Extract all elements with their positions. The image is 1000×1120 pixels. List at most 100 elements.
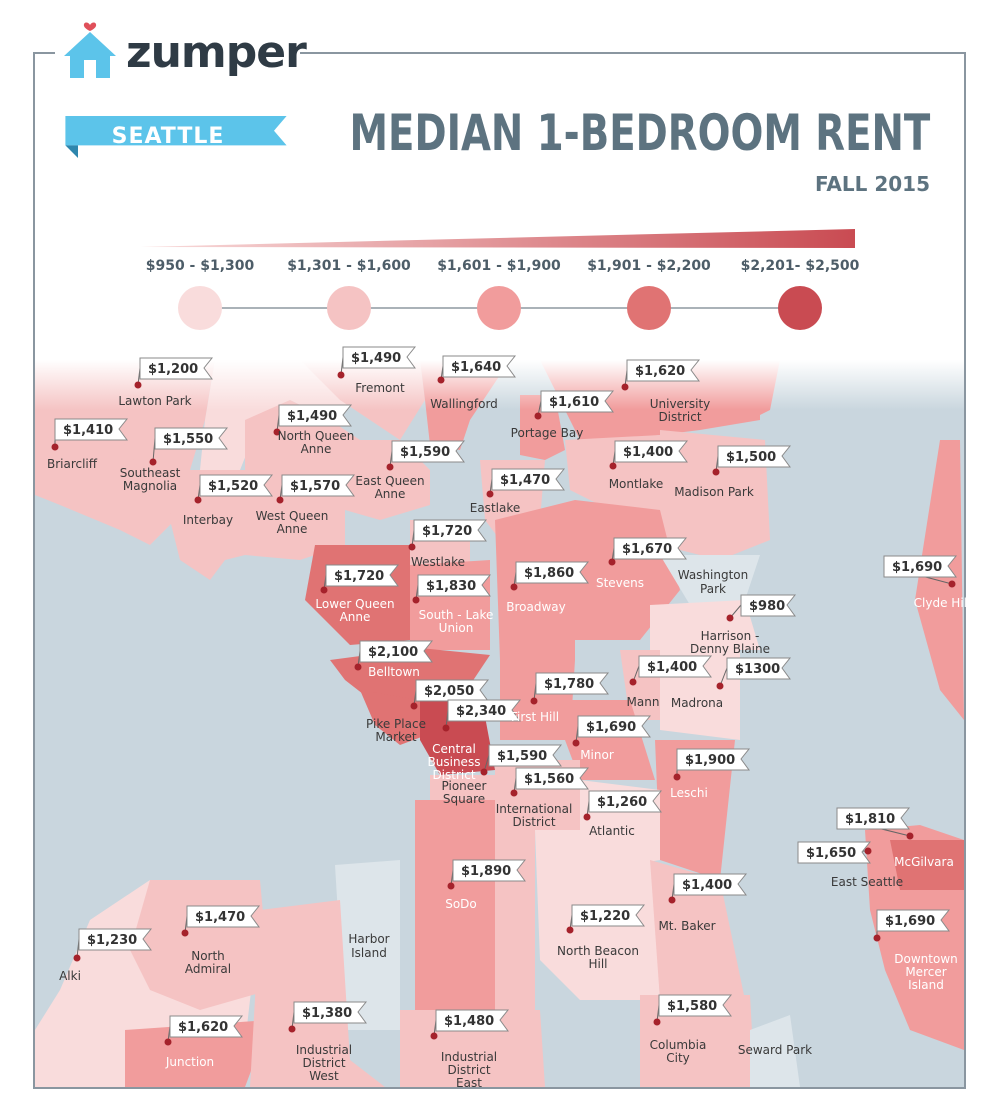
neighborhood-name: Westlake xyxy=(411,555,465,569)
legend-graphic xyxy=(140,229,855,330)
brand-logo[interactable]: zumper xyxy=(60,22,307,82)
price-flag[interactable]: $1,900 xyxy=(673,748,751,781)
price-flag[interactable]: $1,590 xyxy=(480,744,563,776)
price-flag[interactable]: $1,470 xyxy=(486,468,566,498)
neighborhood-name: Mann xyxy=(627,695,660,709)
neighborhood-name: Pioneer xyxy=(442,779,487,793)
neighborhood-name: East xyxy=(456,1076,482,1090)
neighborhood-name: Island xyxy=(908,978,944,992)
flag-shape xyxy=(293,1001,368,1024)
price-flag[interactable]: $1,590 xyxy=(386,440,466,471)
area-clyde-hill xyxy=(915,440,964,720)
pin-dot xyxy=(408,543,416,551)
neighborhood-name: Briarcliff xyxy=(47,457,98,471)
flag-shape xyxy=(391,440,466,463)
flag-shape xyxy=(571,904,646,927)
price-flag[interactable]: $1,220 xyxy=(566,904,646,934)
price-flag[interactable]: $1,490 xyxy=(273,404,353,436)
price-flag[interactable]: $1,200 xyxy=(134,357,214,389)
price-flag[interactable]: $1,690 xyxy=(873,909,951,942)
area-industrial-district-west xyxy=(250,900,385,1087)
price-flag[interactable]: $1,690 xyxy=(883,555,958,588)
price-label: $1,900 xyxy=(685,753,735,768)
price-flag[interactable]: $1,520 xyxy=(194,474,274,504)
price-flag[interactable]: $1,620 xyxy=(621,359,701,391)
price-flag[interactable]: $980 xyxy=(726,594,797,622)
price-flag[interactable]: $2,050 xyxy=(410,679,490,710)
price-flag[interactable]: $1,780 xyxy=(530,672,610,705)
pin-dot xyxy=(629,678,637,686)
area-briarcliff xyxy=(35,420,140,510)
price-flag[interactable]: $1,380 xyxy=(288,1001,368,1033)
price-flag[interactable]: $1,890 xyxy=(447,859,527,890)
neighborhood-name: Business xyxy=(428,755,481,769)
neighborhood-name: West Queen xyxy=(256,509,329,523)
flag-shape xyxy=(447,699,522,722)
price-flag[interactable]: $1,650 xyxy=(797,841,872,864)
price-flag[interactable]: $1,230 xyxy=(73,928,153,962)
page-title: MEDIAN 1-BEDROOM RENT xyxy=(349,104,930,162)
price-flag[interactable]: $2,340 xyxy=(442,699,522,732)
legend-swatch-2 xyxy=(327,286,371,330)
price-label: $1,690 xyxy=(892,560,942,575)
city-label: SEATTLE xyxy=(111,124,225,149)
price-flag[interactable]: $1,860 xyxy=(510,561,590,591)
price-flag[interactable]: $1,490 xyxy=(337,346,417,379)
price-flag[interactable]: $1,560 xyxy=(510,767,590,797)
price-label: $1,580 xyxy=(667,999,717,1014)
price-label: $1,670 xyxy=(622,542,672,557)
neighborhood-name: University xyxy=(650,397,711,411)
price-flag[interactable]: $1,400 xyxy=(668,873,748,904)
price-flag[interactable]: $1,410 xyxy=(51,418,129,451)
flag-shape xyxy=(417,574,492,597)
price-flag[interactable]: $1,610 xyxy=(534,390,615,420)
price-label: $1,590 xyxy=(400,445,450,460)
price-flag[interactable]: $1,690 xyxy=(572,715,652,747)
neighborhood-name: Central xyxy=(432,742,476,756)
price-flag[interactable]: $1,580 xyxy=(653,994,733,1026)
price-flag[interactable]: $1,720 xyxy=(408,519,488,551)
price-label: $1,830 xyxy=(426,579,476,594)
neighborhood-name: East Seattle xyxy=(831,875,903,889)
price-flag[interactable]: $1,640 xyxy=(437,355,517,384)
price-label: $1,220 xyxy=(580,909,630,924)
pin-dot xyxy=(273,428,281,436)
price-flag[interactable]: $1,670 xyxy=(608,537,688,566)
price-label: $1,780 xyxy=(544,677,594,692)
price-flag[interactable]: $1,550 xyxy=(149,427,229,466)
price-flag[interactable]: $1,470 xyxy=(181,905,261,937)
price-label: $1300 xyxy=(735,662,780,677)
pin-dot xyxy=(354,663,362,671)
neighborhood-name: Mt. Baker xyxy=(658,919,715,933)
price-flag[interactable]: $1,810 xyxy=(836,807,914,840)
price-flag[interactable]: $2,100 xyxy=(354,640,434,671)
flag-shape xyxy=(278,404,353,427)
price-flag[interactable]: $1,620 xyxy=(164,1015,244,1046)
flag-shape xyxy=(577,715,652,738)
price-flag[interactable]: $1,570 xyxy=(276,474,356,504)
price-flag[interactable]: $1,480 xyxy=(430,1009,510,1040)
neighborhood-name: Market xyxy=(375,730,417,744)
pin-dot xyxy=(530,697,538,705)
pin-dot xyxy=(164,1038,172,1046)
price-flag[interactable]: $1,400 xyxy=(629,655,713,686)
price-label: $1,470 xyxy=(500,473,550,488)
legend-gradient-bar xyxy=(140,229,855,248)
neighborhood-name: Wallingford xyxy=(430,397,498,411)
price-label: $2,340 xyxy=(456,704,506,719)
flag-shape xyxy=(169,1015,244,1038)
price-flag[interactable]: $1,830 xyxy=(412,574,492,604)
area-washington-park xyxy=(660,555,760,605)
price-flag[interactable]: $1,500 xyxy=(712,445,792,476)
flag-shape xyxy=(413,519,488,542)
price-flag[interactable]: $1,260 xyxy=(583,790,663,821)
neighborhood-name: SoDo xyxy=(445,897,477,911)
flag-shape xyxy=(515,767,590,790)
pin-dot xyxy=(653,1018,661,1026)
price-flag[interactable]: $1,400 xyxy=(609,440,689,470)
price-flag[interactable]: $1,720 xyxy=(320,564,400,594)
price-label: $1,480 xyxy=(444,1014,494,1029)
neighborhood-name: North xyxy=(191,949,225,963)
price-flag[interactable]: $1300 xyxy=(716,657,792,690)
